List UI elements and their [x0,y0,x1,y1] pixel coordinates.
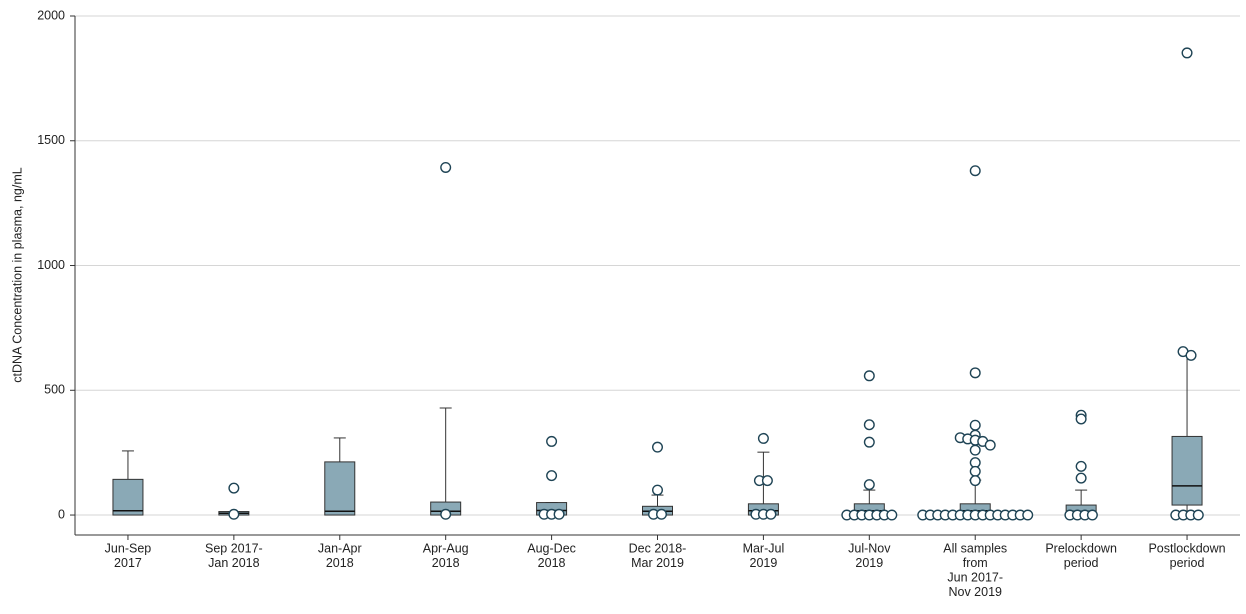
outlier [1181,47,1193,59]
x-tick-label: period [1170,556,1205,570]
outlier [863,370,875,382]
outlier [1075,472,1087,484]
x-tick-label: Jun 2017- [947,570,1003,584]
outlier [546,435,558,447]
outlier [546,470,558,482]
y-tick-label: 1500 [37,133,65,147]
outlier [765,508,777,520]
x-tick-label: Jun-Sep [105,541,152,555]
x-tick-label: Jan-Apr [318,541,362,555]
outlier [969,444,981,456]
x-tick-label: Mar 2019 [631,556,684,570]
outlier [969,465,981,477]
outlier [886,509,898,521]
box [324,461,356,516]
outlier [863,419,875,431]
y-axis-label: ctDNA Concentration in plasma, ng/mL [10,167,24,382]
x-tick-label: Prelockdown [1045,541,1117,555]
x-tick-label: Dec 2018- [629,541,687,555]
x-tick-label: 2019 [750,556,778,570]
x-tick-label: Jul-Nov [848,541,891,555]
outlier [1075,413,1087,425]
outlier [969,419,981,431]
y-tick-label: 0 [58,507,65,521]
x-tick-label: Sep 2017- [205,541,263,555]
outlier [757,432,769,444]
outlier [440,161,452,173]
x-tick-label: All samples [943,541,1007,555]
outlier [863,436,875,448]
outlier [969,475,981,487]
y-tick-label: 500 [44,383,65,397]
x-tick-label: 2018 [538,556,566,570]
outlier [761,475,773,487]
x-tick-label: 2018 [432,556,460,570]
box [1171,435,1203,506]
x-tick-label: Apr-Aug [423,541,469,555]
outlier [652,484,664,496]
outlier [652,441,664,453]
outlier [228,508,240,520]
x-tick-label: Nov 2019 [948,585,1002,599]
x-tick-label: Aug-Dec [527,541,576,555]
outlier [553,508,565,520]
x-tick-label: 2018 [326,556,354,570]
x-tick-label: period [1064,556,1099,570]
y-tick-label: 1000 [37,258,65,272]
x-tick-label: from [963,556,988,570]
outlier [984,439,996,451]
x-tick-label: Mar-Jul [743,541,785,555]
outlier [969,165,981,177]
box [112,478,144,516]
x-tick-label: Postlockdown [1148,541,1225,555]
outlier [969,367,981,379]
outlier [1022,509,1034,521]
y-tick-label: 2000 [37,8,65,22]
x-tick-label: 2019 [855,556,883,570]
outlier [863,479,875,491]
outlier [656,508,668,520]
outlier [228,482,240,494]
x-tick-label: Jan 2018 [208,556,259,570]
outlier [1192,509,1204,521]
outlier [1075,460,1087,472]
outlier [1086,509,1098,521]
outlier [440,508,452,520]
outlier [1185,349,1197,361]
x-tick-label: 2017 [114,556,142,570]
